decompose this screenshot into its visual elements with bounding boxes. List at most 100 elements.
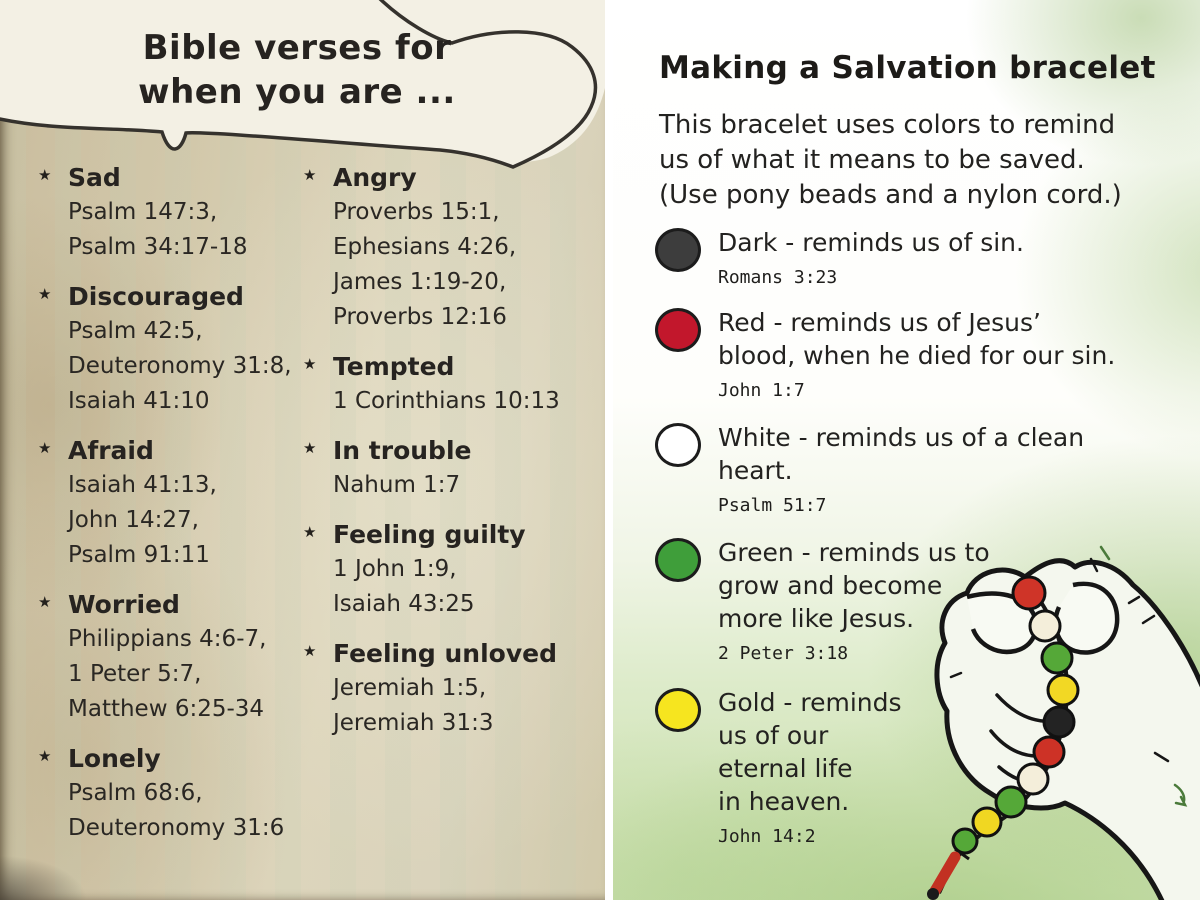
- verse-reference: 1 Peter 5:7,: [68, 661, 202, 687]
- bracelet-bead-white: [1016, 762, 1050, 796]
- bead-label-line: heart.: [718, 456, 793, 485]
- star-bullet-icon: ★: [303, 523, 317, 541]
- verse-reference: Matthew 6:25-34: [68, 696, 265, 722]
- verse-reference: Nahum 1:7: [333, 472, 461, 498]
- bead-item-white: White - reminds us of a clean heart. Psa…: [655, 421, 1084, 516]
- bead-item-green: Green - reminds us to grow and become mo…: [655, 536, 990, 664]
- verse-reference: Isaiah 41:13,: [68, 472, 217, 498]
- left-page: Bible verses for when you are ... ★ Sad …: [0, 0, 605, 900]
- verse-label: Angry: [333, 163, 417, 192]
- verse-reference: Psalm 68:6,: [68, 780, 203, 806]
- intro-paragraph: This bracelet uses colors to remind us o…: [659, 108, 1122, 213]
- verse-label: Feeling guilty: [333, 520, 526, 549]
- bracelet-bead-green: [994, 785, 1028, 819]
- verse-reference: Proverbs 12:16: [333, 304, 507, 330]
- bead-label: Green - reminds us to grow and become mo…: [718, 536, 990, 635]
- verse-item-angry: ★ Angry Proverbs 15:1, Ephesians 4:26, J…: [303, 160, 603, 335]
- star-bullet-icon: ★: [303, 642, 317, 660]
- star-bullet-icon: ★: [303, 439, 317, 457]
- verse-item-worried: ★ Worried Philippians 4:6-7, 1 Peter 5:7…: [38, 587, 302, 727]
- bead-reference: John 14:2: [718, 826, 816, 847]
- verse-item-feeling-unloved: ★ Feeling unloved Jeremiah 1:5, Jeremiah…: [303, 636, 603, 741]
- verse-reference: Proverbs 15:1,: [333, 199, 500, 225]
- tassel-band: [954, 847, 970, 861]
- bracelet-bead-red: [1032, 735, 1066, 769]
- verse-item-sad: ★ Sad Psalm 147:3, Psalm 34:17-18: [38, 160, 302, 265]
- verse-reference: James 1:19-20,: [333, 269, 507, 295]
- star-bullet-icon: ★: [38, 166, 52, 184]
- verse-reference: Jeremiah 1:5,: [333, 675, 487, 701]
- title-line-2: when you are ...: [138, 72, 456, 112]
- verse-label: Tempted: [333, 352, 455, 381]
- green-bead-swatch: [655, 538, 701, 582]
- page-corner-smudge: [0, 854, 90, 900]
- bead-label-line: blood, when he died for our sin.: [718, 341, 1116, 370]
- speech-bubble: [0, 0, 605, 169]
- red-bead-swatch: [655, 308, 701, 352]
- tassel-bead-green: [951, 827, 979, 855]
- bead-label: Dark - reminds us of sin.: [718, 226, 1024, 259]
- tassel-tip: [927, 888, 939, 900]
- bead-reference: 2 Peter 3:18: [718, 643, 849, 664]
- verse-item-afraid: ★ Afraid Isaiah 41:13, John 14:27, Psalm…: [38, 433, 302, 573]
- title-line-1: Bible verses for: [142, 28, 452, 68]
- verse-reference: Psalm 147:3,: [68, 199, 218, 225]
- verse-item-text: Feeling guilty 1 John 1:9, Isaiah 43:25: [333, 517, 526, 622]
- verse-label: In trouble: [333, 436, 472, 465]
- bead-item-dark: Dark - reminds us of sin. Romans 3:23: [655, 226, 1024, 288]
- verse-item-text: Tempted 1 Corinthians 10:13: [333, 349, 560, 419]
- bead-reference: Psalm 51:7: [718, 495, 827, 516]
- bead-label-line: us of our: [718, 721, 829, 750]
- bead-text: Red - reminds us of Jesus’ blood, when h…: [718, 306, 1115, 401]
- verse-label: Discouraged: [68, 282, 244, 311]
- star-bullet-icon: ★: [38, 439, 52, 457]
- bead-text: Gold - reminds us of our eternal life in…: [718, 686, 902, 847]
- bead-text: Dark - reminds us of sin. Romans 3:23: [718, 226, 1024, 288]
- bead-item-red: Red - reminds us of Jesus’ blood, when h…: [655, 306, 1115, 401]
- bead-reference: Romans 3:23: [718, 267, 838, 288]
- verse-column-2: ★ Angry Proverbs 15:1, Ephesians 4:26, J…: [303, 160, 603, 755]
- sketch-hatches: [949, 557, 1170, 763]
- white-bead-swatch: [655, 423, 701, 467]
- verse-item-text: Angry Proverbs 15:1, Ephesians 4:26, Jam…: [333, 160, 516, 335]
- verse-label: Lonely: [68, 744, 161, 773]
- verse-item-text: In trouble Nahum 1:7: [333, 433, 471, 503]
- bracelet-bead-yellow: [971, 806, 1003, 838]
- verse-item-feeling-guilty: ★ Feeling guilty 1 John 1:9, Isaiah 43:2…: [303, 517, 603, 622]
- verse-reference: Jeremiah 31:3: [333, 710, 494, 736]
- bead-label-line: Dark - reminds us of sin.: [718, 228, 1024, 257]
- verse-reference: Psalm 91:11: [68, 542, 210, 568]
- verse-item-text: Afraid Isaiah 41:13, John 14:27, Psalm 9…: [68, 433, 217, 573]
- star-bullet-icon: ★: [303, 355, 317, 373]
- intro-line: (Use pony beads and a nylon cord.): [659, 180, 1122, 210]
- bead-item-gold: Gold - reminds us of our eternal life in…: [655, 686, 902, 847]
- verse-reference: Deuteronomy 31:8,: [68, 353, 292, 379]
- bead-label-line: in heaven.: [718, 787, 850, 816]
- verse-item-in-trouble: ★ In trouble Nahum 1:7: [303, 433, 603, 503]
- verse-reference: Psalm 42:5,: [68, 318, 203, 344]
- bead-reference: John 1:7: [718, 380, 805, 401]
- dark-bead-swatch: [655, 228, 701, 272]
- star-bullet-icon: ★: [38, 593, 52, 611]
- verse-item-text: Worried Philippians 4:6-7, 1 Peter 5:7, …: [68, 587, 266, 727]
- bracelet-bead-white: [1028, 609, 1062, 643]
- verse-item-tempted: ★ Tempted 1 Corinthians 10:13: [303, 349, 603, 419]
- bead-label-line: more like Jesus.: [718, 604, 915, 633]
- bead-text: White - reminds us of a clean heart. Psa…: [718, 421, 1084, 516]
- verse-label: Worried: [68, 590, 180, 619]
- bead-label-line: Green - reminds us to: [718, 538, 990, 567]
- verse-item-text: Feeling unloved Jeremiah 1:5, Jeremiah 3…: [333, 636, 557, 741]
- star-bullet-icon: ★: [38, 747, 52, 765]
- speech-bubble-outline: [0, 0, 598, 169]
- right-page-title: Making a Salvation bracelet: [659, 50, 1156, 86]
- verse-column-1: ★ Sad Psalm 147:3, Psalm 34:17-18 ★ Disc…: [38, 160, 302, 860]
- star-bullet-icon: ★: [38, 285, 52, 303]
- intro-line: This bracelet uses colors to remind: [659, 110, 1116, 140]
- verse-label: Feeling unloved: [333, 639, 557, 668]
- right-page: Making a Salvation bracelet This bracele…: [613, 0, 1200, 900]
- bead-label: Red - reminds us of Jesus’ blood, when h…: [718, 306, 1115, 372]
- intro-line: us of what it means to be saved.: [659, 145, 1085, 175]
- star-bullet-icon: ★: [303, 166, 317, 184]
- bead-label: White - reminds us of a clean heart.: [718, 421, 1084, 487]
